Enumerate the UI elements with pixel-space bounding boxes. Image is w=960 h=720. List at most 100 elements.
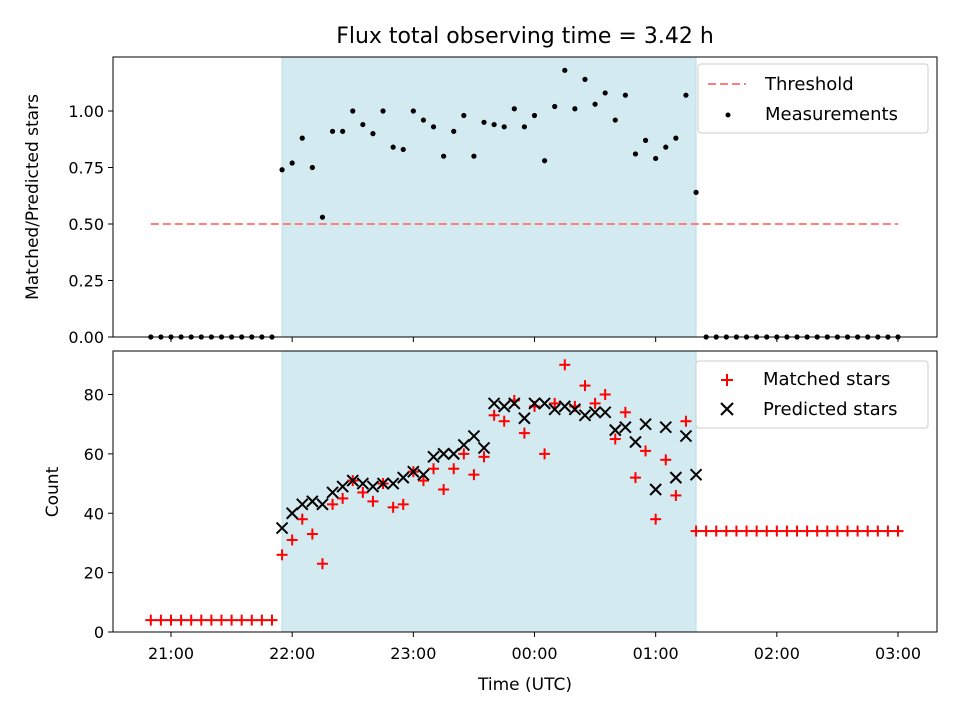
predicted-star-point (689, 468, 703, 481)
measurement-point (309, 164, 315, 171)
measurement-point (420, 117, 427, 123)
matched-star-point (852, 525, 864, 537)
top-y-tick-label: 0.50 (68, 215, 104, 234)
matched-star-point (791, 525, 803, 537)
matched-star-point (256, 614, 268, 626)
matched-star-point (589, 397, 601, 409)
matched-star-point (327, 498, 339, 510)
predicted-star-point (538, 397, 551, 410)
matched-star-point (730, 525, 742, 537)
predicted-star-point (285, 507, 299, 520)
measurement-point (622, 92, 628, 98)
matched-star-point (640, 445, 652, 457)
predicted-star-point (356, 477, 370, 490)
matched-star-point (842, 525, 854, 537)
matched-star-point (266, 614, 278, 626)
matched-star-point (670, 489, 682, 501)
matched-star-point (417, 475, 429, 487)
bottom-y-tick-label: 20 (84, 564, 104, 583)
predicted-star-point (578, 409, 592, 422)
measurement-point (319, 214, 326, 220)
x-tick-label: 01:00 (633, 644, 679, 663)
matched-star-point (599, 389, 611, 400)
bottom-y-tick-label: 40 (84, 504, 104, 523)
matched-star-point (720, 525, 732, 537)
predicted-star-point (659, 420, 672, 434)
measurement-point (693, 189, 699, 195)
measurement-point (552, 103, 558, 110)
measurement-point (562, 67, 568, 73)
predicted-star-point (407, 465, 420, 478)
top-y-axis-label: Matched/Predicted stars (23, 94, 43, 300)
predicted-star-point (598, 406, 612, 419)
predicted-star-point (629, 435, 642, 449)
predicted-star-point (518, 412, 531, 425)
matched-star-point (387, 501, 399, 513)
measurement-point (390, 144, 396, 150)
bottom-y-axis-label: Count (43, 466, 63, 517)
measurement-point (663, 144, 669, 150)
matched-star-point (862, 525, 874, 537)
x-tick-label: 00:00 (511, 644, 557, 663)
matched-star-point (660, 454, 672, 466)
matched-star-point (619, 406, 631, 418)
matched-star-point (821, 525, 833, 537)
predicted-star-point (427, 450, 440, 464)
predicted-star-point (619, 420, 632, 434)
measurement-point (481, 119, 487, 125)
matched-star-point (337, 492, 349, 504)
matched-star-point (195, 614, 207, 626)
x-tick-label: 03:00 (875, 644, 921, 663)
predicted-star-point (457, 438, 471, 452)
predicted-star-point (346, 474, 359, 487)
measurement-point (461, 112, 467, 119)
matched-star-point (710, 525, 722, 537)
matched-star-point (316, 558, 328, 570)
measurement-point (430, 124, 437, 130)
top-legend: Threshold Measurements (697, 63, 929, 134)
matched-star-point (559, 359, 571, 371)
predicted-star-point (376, 477, 390, 490)
measurement-point (592, 101, 598, 107)
matched-star-point (680, 415, 692, 427)
bottom-legend-box (695, 360, 929, 429)
matched-star-point (872, 525, 884, 537)
matched-star-point (650, 513, 662, 525)
top-y-tick-label: 0.00 (68, 328, 104, 347)
top-shaded-span (281, 56, 697, 338)
x-tick-label: 21:00 (148, 644, 194, 663)
matched-star-point (478, 451, 490, 463)
predicted-star-point (649, 483, 662, 496)
measurement-point (441, 153, 447, 159)
predicted-star-point (669, 471, 683, 484)
matched-star-point (448, 463, 460, 475)
predicted-star-point (588, 406, 602, 419)
top-legend-box (697, 63, 929, 134)
measurement-point (370, 131, 376, 137)
top-panel-frame (112, 56, 938, 338)
matched-star-point (306, 528, 318, 540)
matched-star-point (145, 614, 157, 626)
matched-star-point (165, 614, 177, 626)
predicted-star-point (528, 397, 541, 410)
measurement-point (531, 112, 538, 119)
matched-star-point (498, 415, 510, 427)
predicted-star-point (316, 498, 329, 511)
legend-predicted-label: Predicted stars (763, 399, 897, 420)
legend-measurements-swatch (725, 112, 731, 118)
legend-measurements-label: Measurements (765, 104, 898, 125)
predicted-star-point (275, 521, 289, 535)
matched-star-point (185, 614, 197, 626)
matched-star-point (215, 614, 227, 626)
x-tick-label: 23:00 (390, 644, 436, 663)
measurement-point (572, 106, 578, 112)
predicted-star-point (609, 423, 622, 437)
bottom-panel: 0 20 40 60 80 21:00 22:00 23:00 00:00 01:00 02:00… (43, 350, 938, 695)
legend-matched-label: Matched stars (763, 369, 890, 390)
matched-star-point (741, 525, 753, 537)
matched-star-point (690, 525, 702, 537)
matched-star-point (882, 525, 894, 537)
predicted-star-point (679, 429, 693, 443)
measurement-point (511, 106, 517, 112)
matched-star-point (458, 448, 470, 460)
